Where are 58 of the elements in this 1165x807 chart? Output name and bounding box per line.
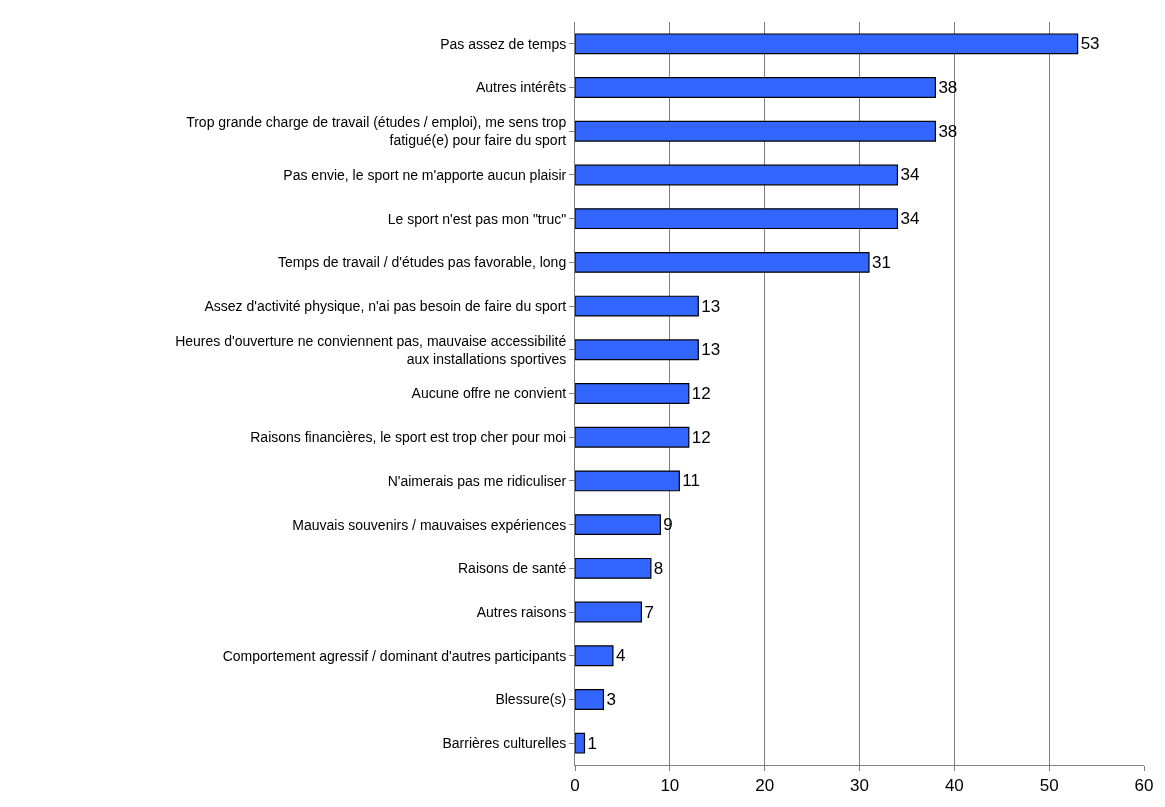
data-label: 31 (871, 252, 891, 272)
bar (575, 514, 661, 536)
bar (575, 164, 899, 186)
data-label: 9 (663, 515, 673, 535)
bar (575, 208, 899, 230)
y-tick-label: Raisons financières, le sport est trop cher pour moi (250, 429, 567, 446)
y-tick-label: Raisons de santé (458, 560, 567, 577)
data-label: 1 (587, 733, 597, 753)
bar (575, 383, 690, 404)
bar (575, 251, 870, 273)
bar (575, 689, 605, 710)
y-tick-label: Autres raisons (476, 603, 567, 620)
data-label: 38 (938, 78, 958, 98)
x-tick-label: 0 (570, 776, 580, 796)
data-label: 12 (691, 384, 711, 403)
data-label: 11 (682, 471, 700, 491)
bar (575, 732, 586, 754)
data-label: 12 (691, 427, 711, 447)
bar (575, 470, 680, 492)
bar (575, 77, 936, 98)
bar (575, 426, 690, 448)
data-label: 13 (701, 340, 721, 360)
y-tick-label: Temps de travail / d'études pas favorable, long (277, 254, 567, 271)
y-tick-label: Trop grande charge de travail (études / emploi), me sens trop fatigué(e) pour faire du sport (186, 114, 567, 149)
bar (575, 601, 642, 623)
bar (575, 33, 1079, 55)
data-label: 4 (615, 646, 626, 666)
bar (575, 339, 699, 361)
data-label: 8 (653, 558, 664, 578)
y-tick-label: Pas assez de temps (440, 35, 567, 52)
x-tick-label: 10 (660, 776, 680, 796)
y-tick-label: N'aimerais pas me ridiculiser (387, 472, 567, 489)
bar (575, 557, 652, 579)
y-tick-label: Barrières culturelles (442, 735, 567, 752)
y-tick-label: Heures d'ouverture ne conviennent pas, mauvaise accessibilité aux installations sportives (175, 332, 567, 367)
y-tick-label: Comportement agressif / dominant d'autres participants (222, 647, 567, 664)
data-label: 34 (900, 209, 920, 229)
y-tick-label: Autres intérêts (475, 79, 567, 96)
x-tick-label: 30 (850, 776, 869, 796)
bar (575, 645, 614, 667)
x-tick-label: 50 (1039, 776, 1059, 796)
y-tick-label: Mauvais souvenirs / mauvaises expériences (292, 516, 567, 533)
y-tick-label: Pas envie, le sport ne m'apporte aucun plaisir (283, 166, 567, 183)
x-tick-label: 20 (755, 776, 775, 796)
data-label: 3 (606, 689, 616, 709)
bar (575, 120, 936, 142)
data-label: 38 (938, 121, 958, 141)
y-tick-label: Assez d'activité physique, n'ai pas besoin de faire du sport (204, 297, 567, 314)
data-label: 13 (701, 296, 721, 316)
data-label: 7 (644, 602, 654, 622)
data-label: 53 (1080, 34, 1100, 54)
y-tick-label: Aucune offre ne convient (411, 385, 567, 402)
data-label: 34 (900, 165, 920, 185)
x-tick-label: 40 (944, 776, 964, 796)
y-tick-label: Le sport n'est pas mon "truc" (387, 210, 567, 227)
bar (575, 295, 699, 317)
x-tick-label: 60 (1134, 776, 1154, 796)
y-tick-label: Blessure(s) (495, 691, 567, 708)
